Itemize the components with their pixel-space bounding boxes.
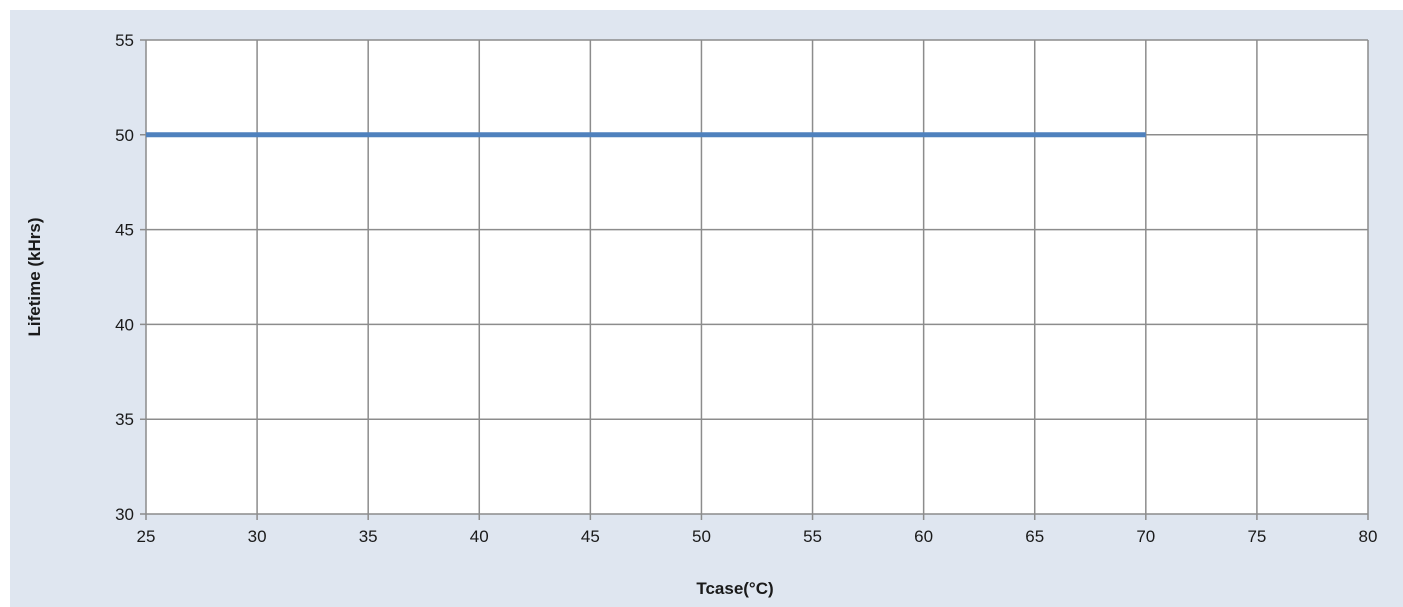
x-tick-label: 30 — [248, 527, 267, 546]
y-tick-label: 55 — [115, 31, 134, 50]
x-tick-label: 55 — [803, 527, 822, 546]
x-tick-label: 80 — [1359, 527, 1378, 546]
x-tick-label: 35 — [359, 527, 378, 546]
y-tick-label: 40 — [115, 315, 134, 334]
x-tick-label: 75 — [1247, 527, 1266, 546]
x-tick-label: 40 — [470, 527, 489, 546]
y-axis-title: Lifetime (kHrs) — [25, 217, 44, 336]
y-tick-label: 50 — [115, 126, 134, 145]
x-axis-title: Tcase(°C) — [696, 579, 773, 598]
x-tick-label: 60 — [914, 527, 933, 546]
y-tick-label: 35 — [115, 410, 134, 429]
x-tick-label: 70 — [1136, 527, 1155, 546]
x-tick-label: 45 — [581, 527, 600, 546]
x-tick-label: 65 — [1025, 527, 1044, 546]
y-tick-labels: 30 35 40 45 50 55 — [115, 31, 134, 524]
x-tick-label: 50 — [692, 527, 711, 546]
y-tick-label: 30 — [115, 505, 134, 524]
grid-x — [145, 40, 1369, 520]
y-tick-label: 45 — [115, 221, 134, 240]
x-tick-label: 25 — [137, 527, 156, 546]
plot-area — [146, 40, 1368, 514]
x-tick-labels: 25 30 35 40 45 50 55 60 65 70 75 80 — [137, 527, 1378, 546]
